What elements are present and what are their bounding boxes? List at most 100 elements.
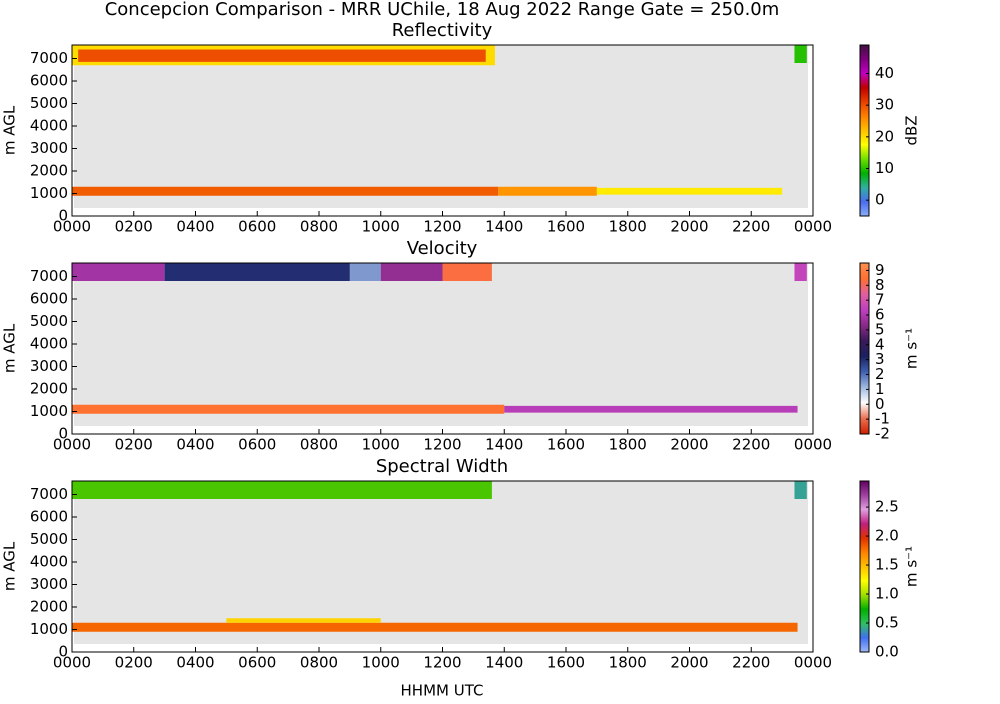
x-tick-label: 0400 [176, 218, 214, 236]
colorbar [859, 480, 870, 653]
colorbar-tick-label: 20 [875, 127, 894, 145]
x-tick-label: 0200 [115, 436, 153, 454]
y-axis-label: m AGL [1, 323, 19, 373]
x-tick-label: 0600 [238, 436, 276, 454]
heat-cell [72, 481, 492, 499]
heat-cell [78, 49, 486, 62]
x-tick-label: 0800 [300, 218, 338, 236]
x-tick-label: 0400 [176, 436, 214, 454]
x-tick-label: 2000 [670, 218, 708, 236]
x-tick-label: 1000 [362, 436, 400, 454]
colorbar-tick-label: 4 [875, 335, 885, 353]
x-tick-label: 0800 [300, 436, 338, 454]
y-axis-label: m AGL [1, 105, 19, 155]
x-tick-label: 2200 [732, 436, 770, 454]
colorbar-label: dBZ [903, 115, 921, 145]
colorbar-tick-label: 2 [875, 365, 885, 383]
x-tick-label: 1200 [423, 218, 461, 236]
x-tick-label: 0000 [794, 436, 832, 454]
heat-cell [226, 618, 381, 623]
x-tick-label: 1600 [547, 218, 585, 236]
heat-cell [794, 481, 807, 499]
x-tick-label: 0800 [300, 654, 338, 672]
panel-title: Velocity [407, 238, 478, 259]
y-tick-label: 2000 [30, 380, 68, 398]
x-tick-label: 0000 [794, 218, 832, 236]
colorbar-tick-label: 0 [875, 191, 885, 209]
y-tick-label: 1000 [30, 184, 68, 202]
plot-background [74, 481, 808, 644]
x-tick-label: 0000 [53, 436, 91, 454]
plot-background [74, 45, 808, 208]
y-tick-label: 4000 [30, 553, 68, 571]
x-tick-label: 0000 [794, 654, 832, 672]
colorbar-tick-label: 2.0 [875, 527, 899, 545]
x-tick-label: 2200 [732, 218, 770, 236]
colorbar-tick-label: 1.0 [875, 585, 899, 603]
y-tick-label: 5000 [30, 94, 68, 112]
x-tick-label: 0000 [53, 218, 91, 236]
x-tick-label: 1800 [609, 436, 647, 454]
y-tick-label: 6000 [30, 72, 68, 90]
colorbar-label: m s⁻¹ [903, 546, 921, 587]
y-tick-label: 1000 [30, 402, 68, 420]
x-tick-label: 2000 [670, 654, 708, 672]
y-tick-label: 1000 [30, 620, 68, 638]
colorbar-tick-label: 9 [875, 261, 885, 279]
y-tick-label: 3000 [30, 575, 68, 593]
colorbar [859, 44, 870, 217]
y-tick-label: 3000 [30, 139, 68, 157]
x-tick-label: 1400 [485, 218, 523, 236]
x-tick-label: 0600 [238, 654, 276, 672]
x-tick-label: 1600 [547, 654, 585, 672]
y-tick-label: 0 [58, 643, 68, 661]
y-tick-label: 0 [58, 425, 68, 443]
colorbar-tick-label: 8 [875, 276, 885, 294]
heat-cell [596, 187, 783, 195]
y-tick-label: 5000 [30, 530, 68, 548]
colorbar-tick-label: 7 [875, 291, 885, 309]
x-tick-label: 0200 [115, 218, 153, 236]
colorbar-tick-label: 5 [875, 320, 885, 338]
colorbar-tick-label: 1 [875, 380, 885, 398]
colorbar-tick-label: 3 [875, 350, 885, 368]
heat-cell [72, 186, 499, 196]
x-tick-label: 2200 [732, 654, 770, 672]
x-tick-label: 0000 [53, 654, 91, 672]
x-tick-label: 1800 [609, 218, 647, 236]
y-tick-label: 0 [58, 207, 68, 225]
colorbar-tick-label: 2.5 [875, 498, 899, 516]
colorbar-tick-label: 0.0 [875, 643, 899, 661]
y-tick-label: 4000 [30, 335, 68, 353]
heat-cell [72, 622, 798, 632]
colorbar [859, 262, 870, 435]
x-tick-label: 1800 [609, 654, 647, 672]
x-tick-label: 0400 [176, 654, 214, 672]
y-tick-label: 2000 [30, 162, 68, 180]
y-tick-label: 4000 [30, 117, 68, 135]
x-tick-label: 1200 [423, 654, 461, 672]
heat-cell [72, 263, 165, 281]
colorbar-tick-label: 6 [875, 306, 885, 324]
plot-background [74, 263, 808, 426]
colorbar-tick-label: -1 [875, 410, 890, 428]
y-axis-label: m AGL [1, 541, 19, 591]
colorbar-tick-label: 30 [875, 96, 894, 114]
y-tick-label: 3000 [30, 357, 68, 375]
x-tick-label: 1000 [362, 218, 400, 236]
figure-title: Concepcion Comparison - MRR UChile, 18 A… [105, 0, 780, 20]
y-tick-label: 2000 [30, 598, 68, 616]
x-tick-label: 1400 [485, 654, 523, 672]
x-tick-label: 1200 [423, 436, 461, 454]
y-tick-label: 7000 [30, 485, 68, 503]
colorbar-tick-label: 10 [875, 159, 894, 177]
x-axis-label: HHMM UTC [401, 682, 484, 700]
heat-cell [794, 45, 807, 63]
heat-cell [498, 186, 597, 196]
x-tick-label: 0200 [115, 654, 153, 672]
y-tick-label: 7000 [30, 49, 68, 67]
heat-cell [349, 263, 381, 281]
y-tick-label: 5000 [30, 312, 68, 330]
colorbar-tick-label: 0 [875, 395, 885, 413]
